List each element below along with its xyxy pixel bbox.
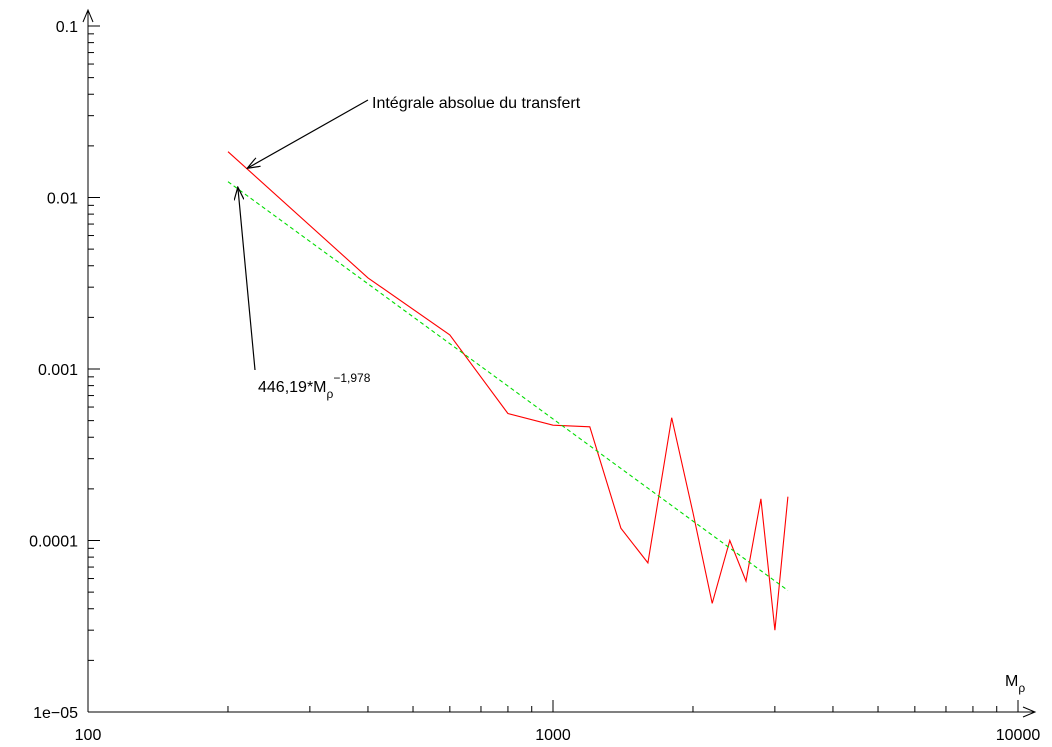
y-tick-label: 1e−05 bbox=[33, 705, 78, 722]
annotation-integral-label: Intégrale absolue du transfert bbox=[372, 95, 581, 112]
annotation-fit-sup: −1,978 bbox=[333, 371, 370, 385]
series-line-integral bbox=[227, 151, 789, 631]
y-tick-label: 0.1 bbox=[56, 19, 78, 36]
x-axis-arrow bbox=[1022, 706, 1037, 718]
y-axis-arrow bbox=[82, 8, 94, 23]
annotation-fit-main: 446,19*M bbox=[258, 379, 327, 396]
annotation-fit-sub: ρ bbox=[327, 387, 334, 401]
y-tick-label: 0.001 bbox=[38, 362, 78, 379]
x-tick-label: 10000 bbox=[996, 727, 1041, 744]
series-layer bbox=[227, 151, 789, 631]
annotation-arrow-integral bbox=[247, 99, 369, 168]
x-axis-label: Mρ bbox=[1005, 673, 1025, 695]
annotation-arrow-fit bbox=[238, 187, 256, 371]
y-tick-label: 0.01 bbox=[47, 191, 78, 208]
x-axis-label-main: M bbox=[1005, 673, 1018, 690]
x-tick-label: 1000 bbox=[535, 727, 571, 744]
tick-marks bbox=[87, 25, 1019, 713]
tick-labels: 100 1000 10000 1e−05 0.0001 0.001 0.01 0.1 bbox=[29, 19, 1040, 744]
y-tick-label: 0.0001 bbox=[29, 534, 78, 551]
x-axis-label-sub: ρ bbox=[1018, 681, 1025, 695]
annotation-fit-label: 446,19*Mρ −1,978 bbox=[258, 371, 371, 401]
series-line-fit bbox=[227, 181, 789, 591]
x-tick-label: 100 bbox=[75, 727, 102, 744]
